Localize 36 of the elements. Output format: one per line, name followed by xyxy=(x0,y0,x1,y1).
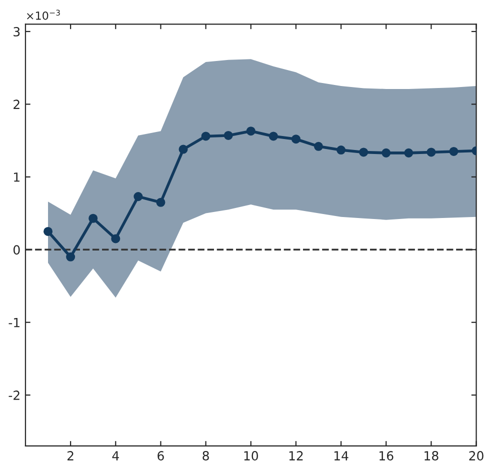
point xyxy=(156,198,166,207)
point xyxy=(382,148,391,158)
point xyxy=(291,134,300,144)
point xyxy=(359,148,368,157)
x-tick-label: 12 xyxy=(289,451,303,460)
y-tick-label: -2 xyxy=(8,390,20,400)
text: ×10$^{−3}$ xyxy=(27,10,60,20)
point xyxy=(201,132,210,141)
point xyxy=(268,132,278,141)
point xyxy=(178,144,188,154)
point xyxy=(44,226,53,236)
y-tick-label: 2 xyxy=(14,100,20,109)
x-tick-label: 6 xyxy=(158,451,164,460)
point xyxy=(314,142,324,151)
point xyxy=(88,214,98,223)
point xyxy=(224,130,233,140)
y-tick-label: 1 xyxy=(14,172,20,182)
x-tick-label: 20 xyxy=(469,451,484,460)
x-tick-label: 4 xyxy=(112,451,119,460)
point xyxy=(134,192,143,202)
point xyxy=(404,148,414,158)
x-tick-label: 18 xyxy=(424,451,438,460)
x-tick-label: 14 xyxy=(334,451,348,460)
point xyxy=(66,252,76,262)
x-tick-label: 8 xyxy=(202,451,209,460)
y-tick-label: 0 xyxy=(13,245,20,255)
x-tick-label: 10 xyxy=(244,451,258,460)
point xyxy=(426,148,436,157)
point xyxy=(336,146,346,155)
point xyxy=(246,126,256,136)
x-tick-label: 16 xyxy=(380,451,394,460)
y-tick-label: 3 xyxy=(14,26,20,36)
point xyxy=(449,146,458,156)
x-tick-label: 2 xyxy=(68,451,74,460)
point xyxy=(111,234,120,244)
y-tick-label: -1 xyxy=(8,318,20,328)
